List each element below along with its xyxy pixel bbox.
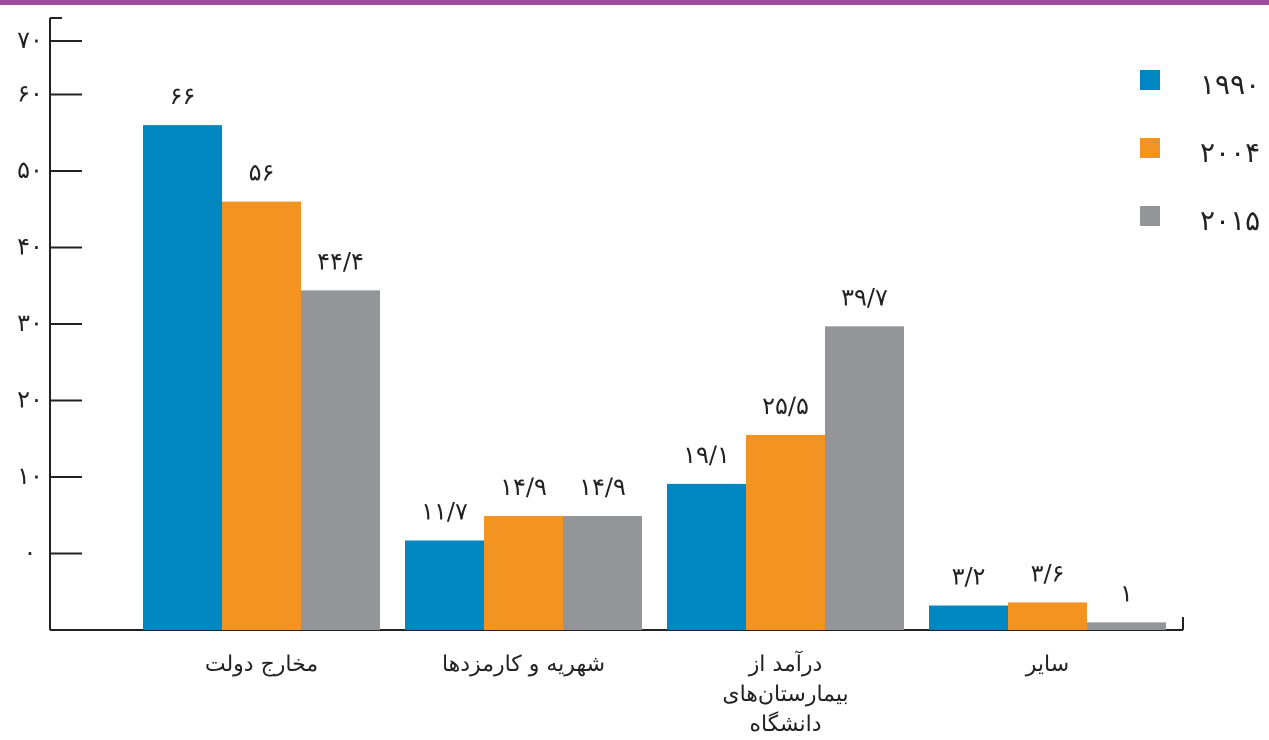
value-label: ۱۹/۱ — [683, 441, 730, 469]
y-tick-label: ۴۰ — [17, 233, 43, 261]
y-tick-label: ۲۰ — [17, 386, 43, 414]
value-label: ۱ — [1120, 579, 1133, 607]
y-tick-label: ۷۰ — [17, 26, 43, 54]
bar — [1008, 602, 1087, 630]
value-label: ۶۶ — [170, 82, 196, 110]
x-tick-label: شهریه و کارمزدها — [441, 652, 606, 677]
value-label: ۱۴/۹ — [579, 473, 626, 501]
bar — [143, 125, 222, 631]
value-label: ۲۵/۵ — [762, 392, 809, 420]
bar — [746, 434, 825, 630]
y-tick-label: ۱۰ — [17, 462, 43, 490]
legend-label: ۲۰۰۴ — [1200, 136, 1260, 169]
bar — [667, 483, 746, 630]
bar — [484, 516, 563, 630]
value-label: ۱۴/۹ — [500, 473, 547, 501]
legend-label: ۲۰۱۵ — [1200, 204, 1260, 237]
value-label: ۳۹/۷ — [841, 283, 888, 311]
bar — [222, 201, 301, 631]
legend-swatch — [1140, 138, 1160, 158]
y-tick-label: ۶۰ — [17, 80, 43, 108]
bar — [301, 290, 380, 630]
value-label: ۳/۶ — [1031, 559, 1065, 587]
chart: ۰ ۱۰ ۲۰ ۳۰ ۴۰ ۵۰ ۶۰ ۷۰ ۶۶ ۵۶ ۴۴/۴ ۱۱/۷ ۱۴/۹ ۱۴/۹ ۱۹/۱ ۲… — [0, 0, 1269, 631]
legend-swatch — [1140, 206, 1160, 226]
value-label: ۳/۲ — [952, 563, 986, 591]
x-tick-label: مخارج دولت — [204, 652, 319, 677]
value-label: ۱۱/۷ — [421, 498, 468, 526]
y-tick-label: ۵۰ — [17, 156, 43, 184]
bar — [563, 516, 642, 630]
value-label: ۴۴/۴ — [317, 247, 364, 275]
y-tick-label: ۳۰ — [17, 309, 43, 337]
top-band — [0, 0, 1269, 5]
bar — [825, 326, 904, 630]
x-tick-label: سایر — [1025, 652, 1070, 677]
legend-swatch — [1140, 70, 1160, 90]
bar — [929, 605, 1008, 630]
value-label: ۵۶ — [249, 159, 275, 187]
bar — [1087, 622, 1166, 630]
x-tick-label: درآمد از بیمارستان‌های دانشگاه — [722, 652, 849, 737]
legend-label: ۱۹۹۰ — [1200, 68, 1260, 101]
y-tick-label: ۰ — [24, 539, 37, 567]
bar — [405, 540, 484, 630]
